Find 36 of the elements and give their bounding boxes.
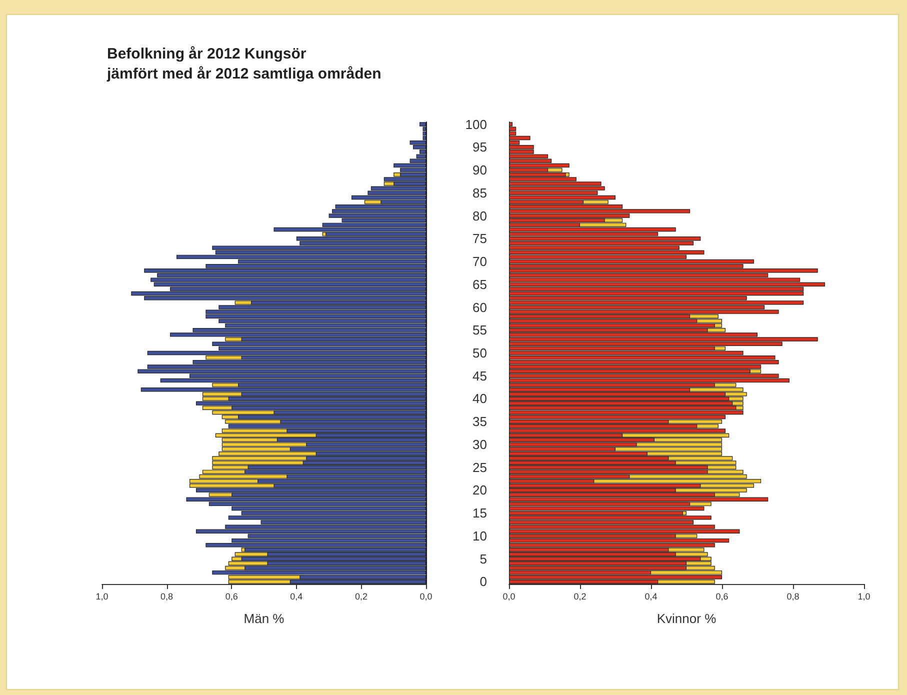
y-tick-label: 100 [465, 116, 487, 132]
x-tick-label: 0,0 [502, 592, 516, 602]
y-tick-label: 65 [472, 276, 487, 292]
y-tick-label: 70 [472, 254, 487, 270]
y-tick-label: 40 [472, 391, 487, 406]
x-axis-title: Män % [244, 611, 285, 626]
x-tick-label: 0,4 [290, 592, 303, 602]
x-tick-label: 0,0 [420, 592, 432, 602]
x-tick-label: 1,0 [96, 592, 108, 602]
y-tick-label: 10 [472, 528, 487, 544]
x-tick-label: 0,2 [574, 592, 586, 602]
x-tick-label: 0,4 [644, 592, 658, 602]
y-tick-label: 80 [472, 208, 487, 224]
y-tick-label: 50 [472, 346, 487, 360]
y-tick-label: 25 [472, 460, 487, 475]
x-tick-label: 0,2 [354, 592, 368, 602]
y-tick-label: 35 [472, 414, 487, 430]
y-tick-label: 60 [472, 300, 487, 315]
x-axis-title: Kvinnor % [656, 611, 717, 626]
x-tick-label: 0,6 [225, 592, 238, 602]
y-tick-label: 30 [472, 436, 487, 452]
y-tick-label: 55 [472, 322, 487, 338]
y-tick-label: 0 [480, 574, 487, 590]
chart-title: Befolkning år 2012 Kungsör jämfört med år 2012 samtliga områden [106, 46, 382, 82]
x-tick-label: 1,0 [858, 592, 870, 602]
y-tick-label: 75 [472, 231, 487, 246]
y-tick-label: 85 [472, 185, 487, 200]
y-tick-label: 20 [472, 482, 487, 498]
y-tick-label: 15 [472, 506, 487, 521]
x-tick-label: 0,8 [160, 592, 174, 602]
y-tick-label: 5 [480, 551, 487, 566]
y-tick-label: 95 [472, 140, 487, 155]
y-tick-label: 90 [472, 162, 487, 178]
x-tick-label: 0,6 [716, 592, 728, 602]
y-tick-label: 45 [472, 368, 487, 384]
x-tick-label: 0,8 [786, 592, 800, 602]
